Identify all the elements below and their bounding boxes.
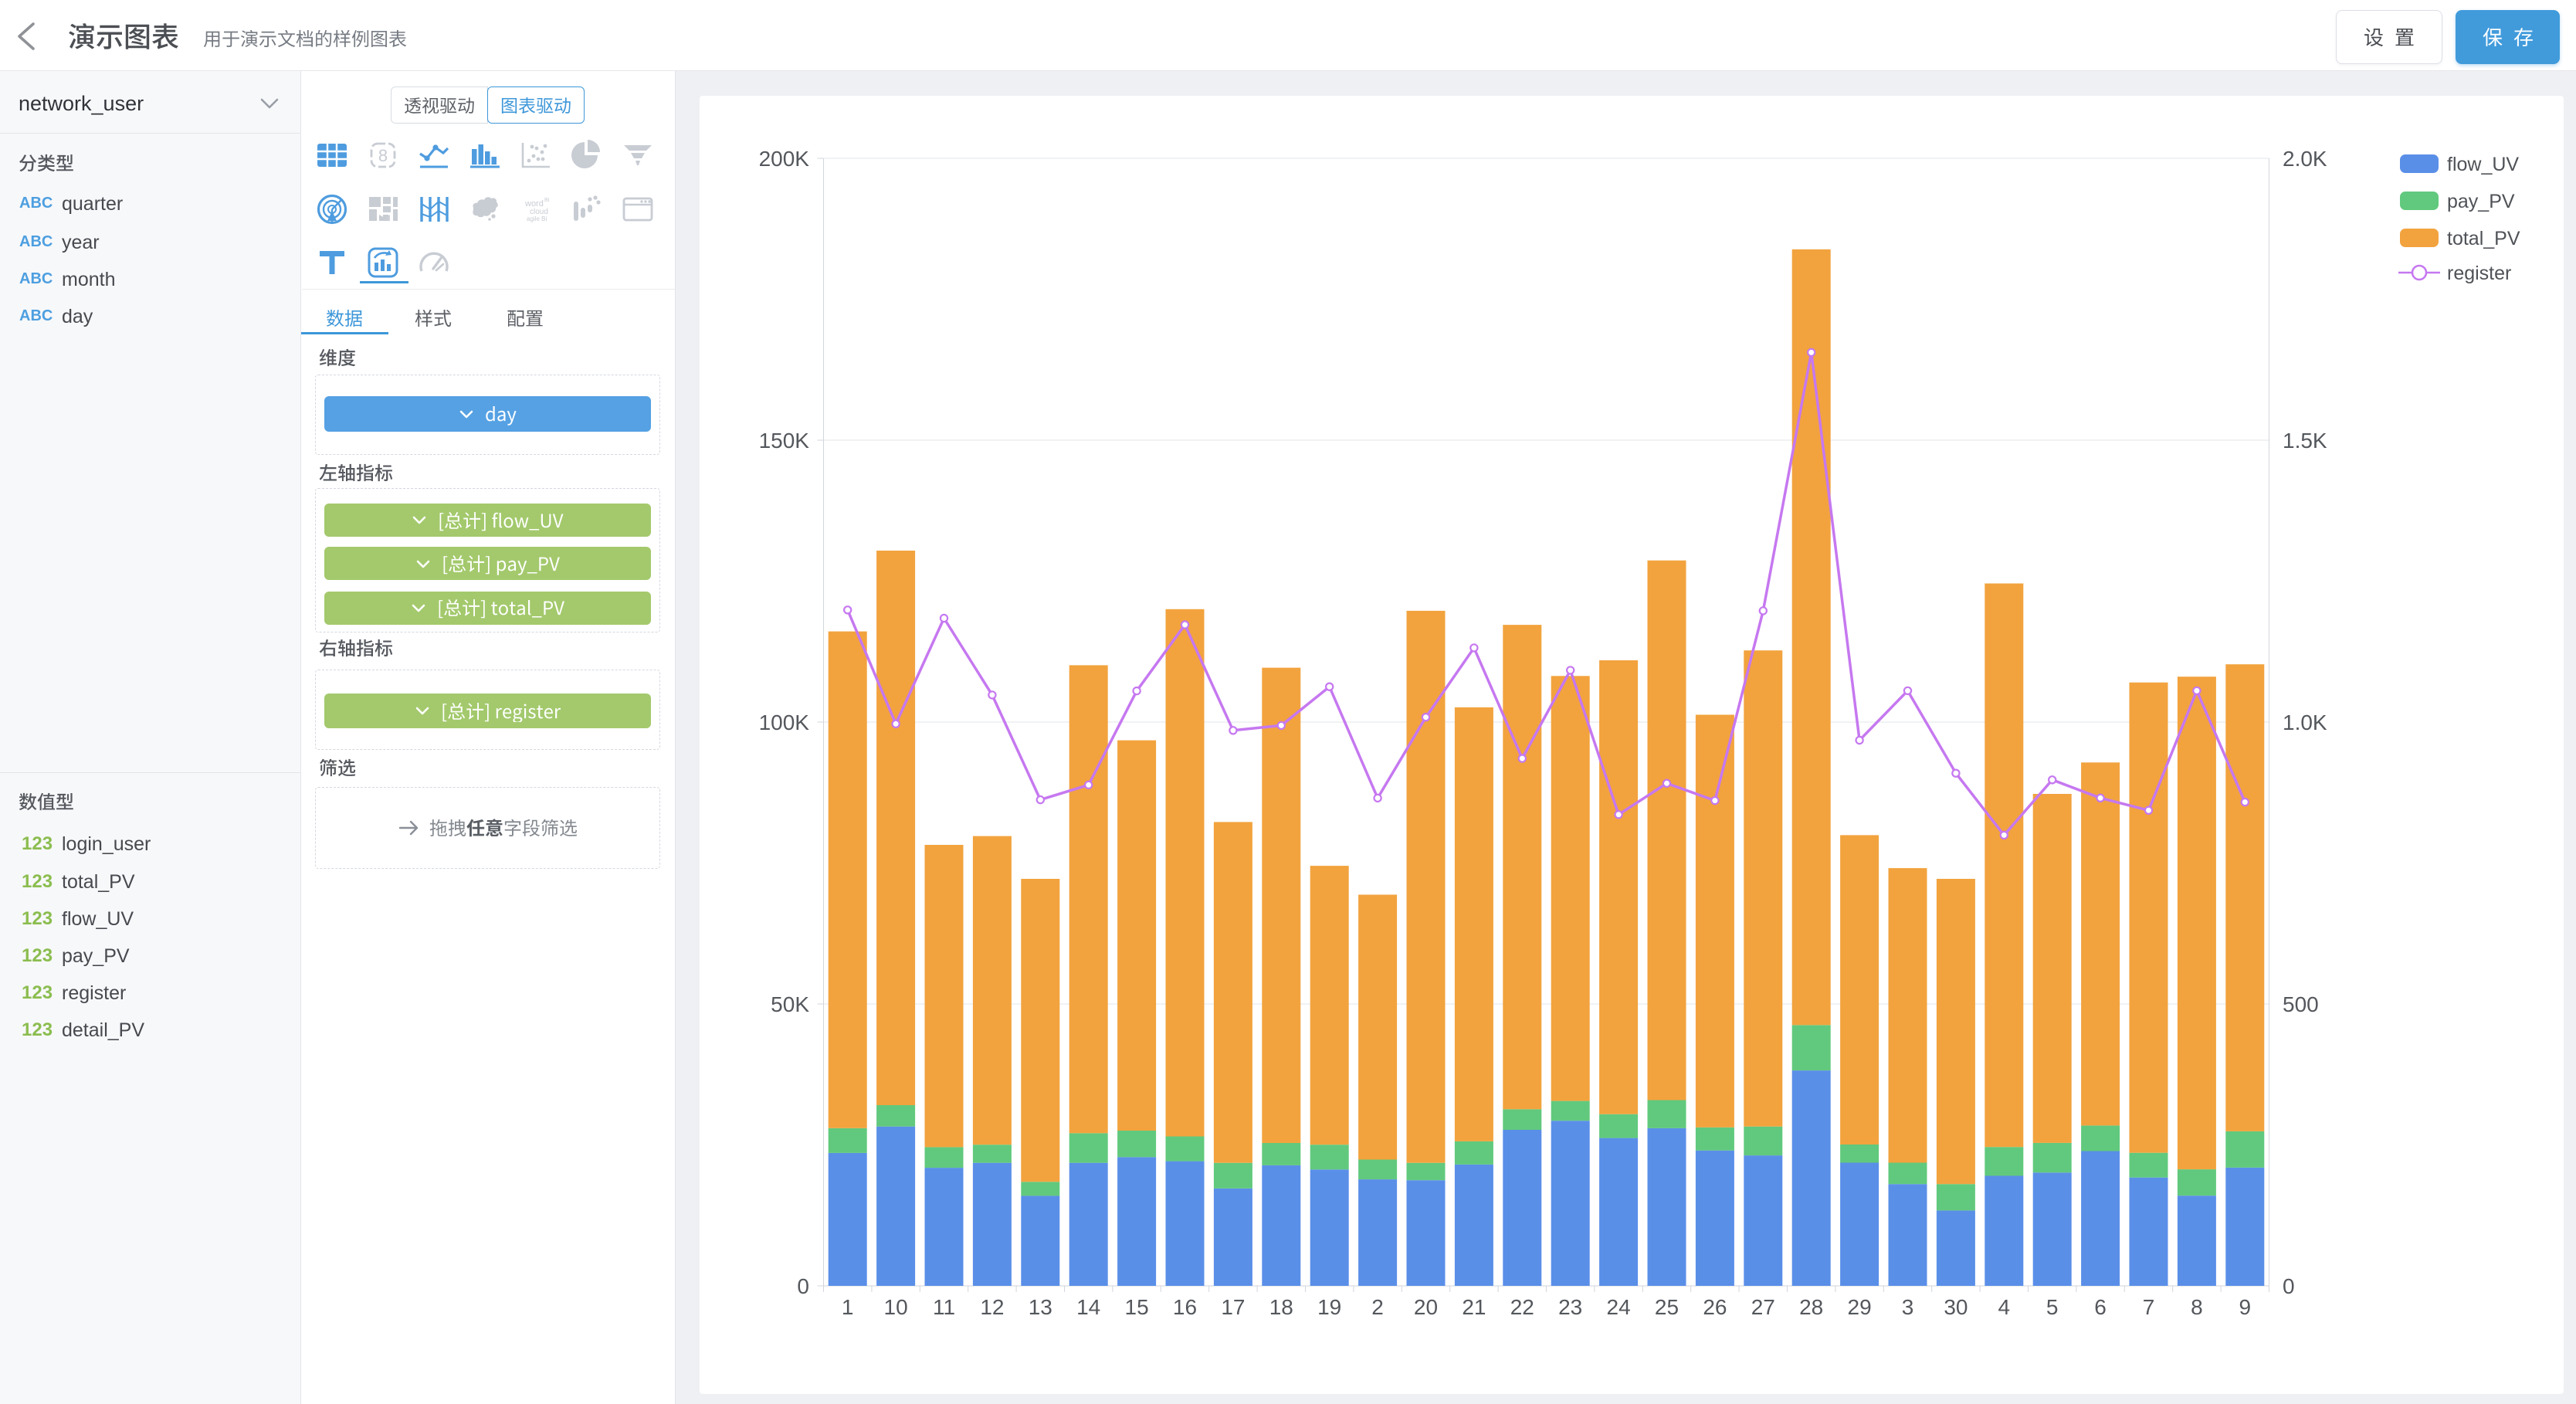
- svg-text:9: 9: [2239, 1295, 2252, 1319]
- svg-text:25: 25: [1655, 1295, 1679, 1319]
- svg-text:13: 13: [1029, 1295, 1052, 1319]
- svg-text:1.0K: 1.0K: [2283, 710, 2327, 734]
- svg-text:27: 27: [1751, 1295, 1775, 1319]
- svg-text:20: 20: [1414, 1295, 1438, 1319]
- svg-text:26: 26: [1703, 1295, 1727, 1319]
- svg-text:17: 17: [1221, 1295, 1245, 1319]
- svg-text:BI: BI: [544, 198, 550, 203]
- svg-text:register: register: [2447, 263, 2511, 284]
- svg-text:8: 8: [378, 146, 388, 165]
- svg-text:2: 2: [1371, 1295, 1384, 1319]
- svg-text:1: 1: [842, 1295, 854, 1319]
- svg-text:29: 29: [1848, 1295, 1872, 1319]
- svg-text:19: 19: [1317, 1295, 1341, 1319]
- svg-text:7: 7: [2143, 1295, 2155, 1319]
- svg-text:0: 0: [2283, 1274, 2295, 1298]
- svg-text:16: 16: [1173, 1295, 1197, 1319]
- svg-text:500: 500: [2283, 992, 2319, 1016]
- svg-text:0: 0: [797, 1274, 809, 1298]
- svg-text:50K: 50K: [771, 992, 809, 1016]
- svg-text:2.0K: 2.0K: [2283, 147, 2327, 171]
- svg-text:28: 28: [1799, 1295, 1823, 1319]
- svg-text:cloud: cloud: [530, 208, 548, 216]
- svg-text:100K: 100K: [759, 710, 810, 734]
- svg-text:8: 8: [2191, 1295, 2203, 1319]
- svg-text:15: 15: [1125, 1295, 1149, 1319]
- svg-text:agile Bi: agile Bi: [527, 215, 547, 222]
- svg-text:word: word: [524, 199, 544, 209]
- svg-text:24: 24: [1607, 1295, 1631, 1319]
- svg-text:22: 22: [1510, 1295, 1534, 1319]
- svg-text:30: 30: [1944, 1295, 1968, 1319]
- svg-text:12: 12: [980, 1295, 1004, 1319]
- svg-text:23: 23: [1558, 1295, 1582, 1319]
- svg-text:total_PV: total_PV: [2447, 228, 2520, 249]
- svg-text:21: 21: [1462, 1295, 1486, 1319]
- svg-text:pay_PV: pay_PV: [2447, 191, 2515, 212]
- svg-text:150K: 150K: [759, 429, 810, 453]
- svg-text:6: 6: [2094, 1295, 2107, 1319]
- svg-text:200K: 200K: [759, 147, 810, 171]
- svg-text:5: 5: [2046, 1295, 2059, 1319]
- svg-text:10: 10: [884, 1295, 908, 1319]
- svg-text:18: 18: [1269, 1295, 1293, 1319]
- svg-text:11: 11: [933, 1295, 955, 1319]
- svg-text:1.5K: 1.5K: [2283, 429, 2327, 453]
- svg-text:3: 3: [1902, 1295, 1914, 1319]
- svg-text:4: 4: [1998, 1295, 2011, 1319]
- svg-text:flow_UV: flow_UV: [2447, 154, 2519, 175]
- svg-text:14: 14: [1076, 1295, 1100, 1319]
